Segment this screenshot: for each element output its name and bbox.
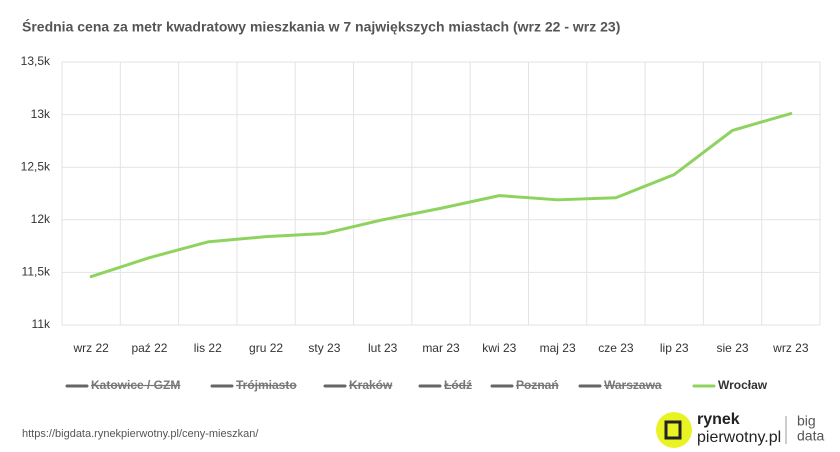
x-tick-label: sie 23 xyxy=(717,341,749,355)
y-tick-label: 11,5k xyxy=(22,265,51,279)
y-tick-label: 11k xyxy=(32,317,51,331)
source-url: https://bigdata.rynekpierwotny.pl/ceny-m… xyxy=(22,428,259,440)
x-tick-label: maj 23 xyxy=(540,341,576,355)
logo-text: rynek xyxy=(697,411,740,428)
logo-tag: big xyxy=(797,413,816,429)
x-tick-label: gru 22 xyxy=(249,341,283,355)
x-tick-label: lis 22 xyxy=(194,341,222,355)
chart-title: Średnia cena za metr kwadratowy mieszkan… xyxy=(22,18,620,35)
logo: rynek pierwotny.pl big data xyxy=(656,411,824,448)
y-tick-label: 13k xyxy=(31,107,51,121)
x-tick-label: lut 23 xyxy=(368,341,398,355)
x-tick-label: wrz 23 xyxy=(772,341,809,355)
logo-tag: data xyxy=(797,428,824,444)
legend-label[interactable]: Kraków xyxy=(349,378,393,392)
y-tick-label: 12,5k xyxy=(21,159,51,173)
logo-circle xyxy=(656,412,692,448)
x-tick-label: kwi 23 xyxy=(482,341,516,355)
y-tick-label: 13,5k xyxy=(21,54,51,68)
x-tick-label: mar 23 xyxy=(422,341,460,355)
x-tick-label: cze 23 xyxy=(598,341,634,355)
legend-label[interactable]: Łódź xyxy=(444,378,472,392)
y-tick-label: 12k xyxy=(31,212,51,226)
x-tick-label: paź 22 xyxy=(131,341,167,355)
legend-label[interactable]: Wrocław xyxy=(718,378,768,392)
logo-icon xyxy=(664,420,682,440)
x-tick-label: wrz 22 xyxy=(72,341,109,355)
logo-text: pierwotny.pl xyxy=(697,429,781,446)
x-tick-label: sty 23 xyxy=(308,341,340,355)
line-series xyxy=(89,112,793,279)
legend-label[interactable]: Warszawa xyxy=(604,378,662,392)
legend-label[interactable]: Katowice / GZM xyxy=(91,378,180,392)
legend-label[interactable]: Trójmiasto xyxy=(236,378,297,392)
x-tick-label: lip 23 xyxy=(660,341,689,355)
legend-label[interactable]: Poznań xyxy=(516,378,559,392)
